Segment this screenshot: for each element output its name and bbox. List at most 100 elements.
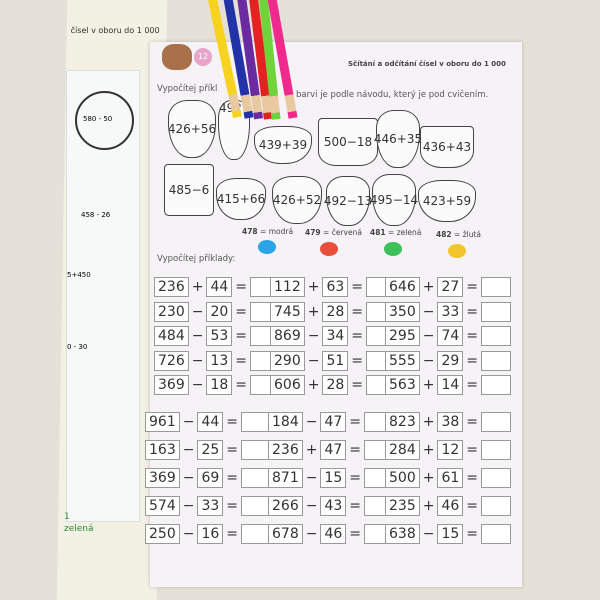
answer-box[interactable] xyxy=(481,468,512,488)
operand-a: 295 xyxy=(385,326,420,346)
drawing-label: 580 - 50 xyxy=(83,115,113,123)
operator: − xyxy=(191,377,204,393)
answer-box[interactable] xyxy=(241,524,272,544)
answer-box[interactable] xyxy=(241,412,272,432)
sun-shape xyxy=(75,91,134,150)
exercise-row: 290−51 = xyxy=(270,350,397,371)
answer-box[interactable] xyxy=(481,412,512,432)
operand-b: 44 xyxy=(197,412,224,432)
equals-sign: = xyxy=(466,470,479,486)
operand-b: 51 xyxy=(322,350,349,371)
operand-b: 38 xyxy=(437,412,464,432)
operand-b: 53 xyxy=(206,326,233,346)
key-label: červená xyxy=(331,228,362,237)
operator: − xyxy=(422,328,435,344)
operand-b: 46 xyxy=(320,524,347,544)
key-value: 479 xyxy=(305,228,321,237)
operand-a: 350 xyxy=(385,301,420,322)
operand-b: 29 xyxy=(437,350,464,371)
operand-a: 230 xyxy=(154,301,189,322)
exercise-row: 745 +28 = xyxy=(270,301,397,322)
operand-a: 290 xyxy=(270,350,305,371)
key-value: 482 xyxy=(436,230,452,239)
key-label: žlutá xyxy=(462,230,482,239)
answer-box[interactable] xyxy=(241,468,272,488)
operator: − xyxy=(305,498,318,514)
operator: + xyxy=(191,279,204,295)
operator: + xyxy=(307,279,320,295)
operator: − xyxy=(305,526,318,542)
exercise-row: 236 +47 = xyxy=(268,440,395,460)
operand-a: 163 xyxy=(145,440,180,460)
answer-box[interactable] xyxy=(241,496,272,516)
exercise-row: 250−16 = xyxy=(145,524,272,544)
answer-box[interactable] xyxy=(481,301,512,322)
vase[interactable]: 426+52 xyxy=(272,176,322,224)
exercise-row: 726−13 = xyxy=(154,350,281,371)
operand-b: 69 xyxy=(197,468,224,488)
answer-box[interactable] xyxy=(481,326,512,346)
red-splat-icon xyxy=(320,242,338,256)
operand-b: 43 xyxy=(320,496,347,516)
equals-sign: = xyxy=(466,526,479,542)
operand-b: 14 xyxy=(437,375,464,395)
vase[interactable]: 439+39 xyxy=(254,126,312,164)
answer-box[interactable] xyxy=(481,350,512,371)
operand-a: 871 xyxy=(268,468,303,488)
operand-b: 18 xyxy=(206,375,233,395)
operand-b: 33 xyxy=(437,301,464,322)
vase[interactable]: 492−13 xyxy=(324,176,372,226)
operand-b: 34 xyxy=(322,326,349,346)
key-label: modrá xyxy=(268,227,294,236)
operator: − xyxy=(422,352,435,369)
operand-b: 47 xyxy=(320,440,347,460)
key-label: zelená xyxy=(396,228,422,237)
vase[interactable]: 426+56 xyxy=(168,100,216,158)
operator: − xyxy=(182,470,195,486)
answer-box[interactable] xyxy=(481,375,512,395)
operator: − xyxy=(191,303,204,320)
answer-box[interactable] xyxy=(481,524,512,544)
vase[interactable]: 436+43 xyxy=(420,126,474,168)
exercise-row: 563 +14 = xyxy=(385,375,512,395)
equals-sign: = xyxy=(466,279,479,295)
vase[interactable]: 446+35 xyxy=(374,110,422,168)
operator: + xyxy=(422,498,435,514)
vase[interactable]: 415+66 xyxy=(216,178,266,220)
answer-box[interactable] xyxy=(481,277,512,297)
exercise-row: 235 +46 = xyxy=(385,496,512,516)
page-number-badge: 12 xyxy=(194,48,212,66)
operator: + xyxy=(422,470,435,486)
vase[interactable]: 423+59 xyxy=(418,180,476,222)
operand-a: 961 xyxy=(145,412,180,432)
answer-box[interactable] xyxy=(241,440,272,460)
operand-b: 46 xyxy=(437,496,464,516)
operand-b: 61 xyxy=(437,468,464,488)
equals-sign: = xyxy=(466,442,479,458)
exercise-row: 869−34 = xyxy=(270,326,397,346)
vase[interactable]: 485−6 xyxy=(164,164,214,216)
answer-box[interactable] xyxy=(481,440,512,460)
operand-a: 236 xyxy=(154,277,189,297)
operand-b: 15 xyxy=(437,524,464,544)
pots-icon xyxy=(162,44,192,70)
exercise-row: 236 +44 = xyxy=(154,277,281,297)
operand-a: 500 xyxy=(385,468,420,488)
operand-a: 184 xyxy=(268,412,303,432)
exercise-row: 266−43 = xyxy=(268,496,395,516)
vase[interactable]: 500−18 xyxy=(318,118,378,166)
green-splat-icon xyxy=(384,242,402,256)
equals-sign: = xyxy=(349,414,362,430)
operand-a: 369 xyxy=(145,468,180,488)
exercise-row: 230−20 = xyxy=(154,301,281,322)
vase[interactable]: 495−14 xyxy=(370,174,418,226)
operand-a: 606 xyxy=(270,375,305,395)
drawing-label: 5+450 xyxy=(67,271,91,279)
operand-b: 44 xyxy=(206,277,233,297)
key-value: 478 xyxy=(242,227,258,236)
operand-b: 74 xyxy=(437,326,464,346)
left-page-header: čísel v oboru do 1 000 xyxy=(70,26,160,35)
answer-box[interactable] xyxy=(481,496,512,516)
equals-sign: = xyxy=(466,498,479,514)
exercise-row: 295−74 = xyxy=(385,326,512,346)
